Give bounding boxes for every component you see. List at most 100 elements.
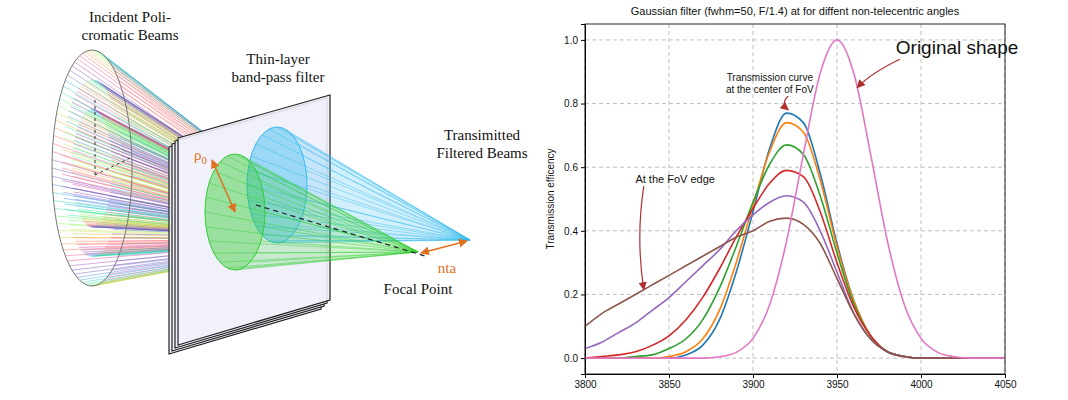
x-tick-label: 3850 — [658, 379, 681, 390]
green-cone-spot — [205, 154, 265, 270]
y-tick-mark — [581, 40, 585, 41]
annotation-text-line: At the FoV edge — [635, 173, 715, 185]
y-tick: 0.6 — [564, 162, 585, 173]
y-tick-label: 0.2 — [564, 289, 578, 300]
annotation-arrow — [784, 96, 788, 110]
rho-arrow — [212, 160, 235, 212]
x-tick: 4000 — [910, 374, 933, 390]
x-tick-label: 3950 — [826, 379, 849, 390]
chart-title: Gaussian filter (fwhm=50, F/1.4) at for … — [631, 5, 960, 17]
x-tick-mark — [837, 374, 838, 378]
diagram-label-line: Focal Point — [384, 281, 454, 297]
x-tick-label: 3900 — [742, 379, 765, 390]
y-axis: 0.0 0.2 0.4 0.6 0.8 1.0 — [564, 25, 585, 375]
series-line — [585, 40, 1005, 358]
diagram-label: Transimitted Filtered Beams — [436, 127, 527, 161]
aperture-axis — [95, 100, 96, 175]
chart: 3800 3850 3900 3950 4000 4050 0.0 0.2 0.4 0.6 0.8 1… — [545, 5, 1018, 390]
lines — [585, 40, 1005, 358]
y-tick-mark — [581, 231, 585, 232]
diagram-label-line: Incident Poli- — [89, 9, 171, 25]
grid-line-x — [669, 24, 670, 374]
x-tick-mark — [753, 374, 754, 378]
grid-line-y — [585, 167, 1005, 168]
green-cone-ray — [243, 156, 418, 252]
x-tick-label: 4000 — [910, 379, 933, 390]
y-tick-label: 1.0 — [564, 35, 578, 46]
annotation-text: Transmission curveat the center of FoV — [726, 72, 814, 95]
annotation-arrow — [857, 59, 900, 87]
incident-beams — [52, 50, 277, 286]
y-tick: 0.8 — [564, 98, 585, 109]
green-cone-body — [205, 154, 418, 270]
series-line — [585, 145, 1005, 358]
annotation-text-line: Transmission curve — [727, 72, 814, 83]
annotations: Original shape Transmission curveat the c… — [635, 37, 1018, 289]
diagram-label-line: band-pass filter — [232, 69, 325, 85]
figure: Incident Poli-cromatic Beams Thin-layer ba… — [0, 0, 1068, 400]
nta-arrow — [421, 241, 467, 253]
diagram-label-line: Thin-layer — [246, 51, 309, 67]
x-tick: 4050 — [994, 374, 1017, 390]
y-tick-label: 0.0 — [564, 353, 578, 364]
grid-line-y — [585, 230, 1005, 231]
x-tick-mark — [669, 374, 670, 378]
diagram-label-line: Filtered Beams — [436, 145, 527, 161]
diagram-label: nta — [438, 260, 457, 276]
annotation-text: At the FoV edge — [635, 173, 715, 185]
y-axis-title: Transmission efficency — [545, 148, 556, 249]
diagram-label-line: 0 — [202, 154, 208, 166]
y-tick-mark — [581, 358, 585, 359]
x-tick-mark — [921, 374, 922, 378]
plot-background — [585, 24, 1005, 374]
x-axis: 3800 3850 3900 3950 4000 4050 — [574, 374, 1017, 390]
y-tick: 0.4 — [564, 226, 585, 237]
annotation-text: Original shape — [896, 37, 1019, 58]
series-line — [585, 196, 1005, 358]
diagram-label: Incident Poli-cromatic Beams — [81, 9, 178, 43]
x-tick: 3900 — [742, 374, 765, 390]
y-tick: 0.2 — [564, 289, 585, 300]
y-tick-label: 0.4 — [564, 226, 578, 237]
plot-frame — [585, 24, 1005, 374]
diagram-label-line: cromatic Beams — [81, 27, 178, 43]
diagram: Incident Poli-cromatic Beams Thin-layer ba… — [52, 9, 528, 354]
annotation-text-line: at the center of FoV — [726, 84, 814, 95]
diagram-label-line: Transimitted — [444, 127, 521, 143]
diagram-label-line: ρ — [194, 147, 202, 163]
series-line — [585, 218, 1005, 358]
series-line — [585, 123, 1005, 358]
incident-aperture — [52, 50, 132, 286]
x-tick: 3800 — [574, 374, 597, 390]
green-cone-ray — [261, 183, 418, 252]
green-cone-ray — [250, 162, 418, 252]
diagram-label: Focal Point — [384, 281, 454, 297]
grid-line-y — [585, 294, 1005, 295]
grid-line-x — [837, 24, 838, 374]
x-tick: 3950 — [826, 374, 849, 390]
annotation-text-line: Original shape — [896, 37, 1019, 58]
diagram-label-line: nta — [438, 260, 457, 276]
series-line — [585, 113, 1005, 358]
x-tick-label: 4050 — [994, 379, 1017, 390]
x-axis-line — [586, 375, 1006, 379]
y-tick: 1.0 — [564, 35, 585, 46]
x-tick-label: 3800 — [574, 379, 597, 390]
green-cone — [205, 154, 418, 270]
aperture-axis — [95, 158, 130, 175]
green-cone-ray — [264, 197, 418, 252]
grid-line-x — [921, 24, 922, 374]
y-tick-label: 0.8 — [564, 98, 578, 109]
grid-line-y — [585, 103, 1005, 104]
diagram-label: Thin-layer band-pass filter — [232, 51, 325, 85]
annotation-arrow — [640, 186, 644, 290]
y-tick-mark — [581, 294, 585, 295]
green-cone-ray — [256, 171, 418, 252]
diagram-label: ρ0 — [194, 147, 208, 166]
y-tick-mark — [581, 167, 585, 168]
grid — [585, 24, 1005, 374]
x-tick: 3850 — [658, 374, 681, 390]
optical-axis — [256, 205, 425, 256]
x-tick-mark — [1005, 374, 1006, 378]
y-tick: 0.0 — [564, 353, 585, 364]
